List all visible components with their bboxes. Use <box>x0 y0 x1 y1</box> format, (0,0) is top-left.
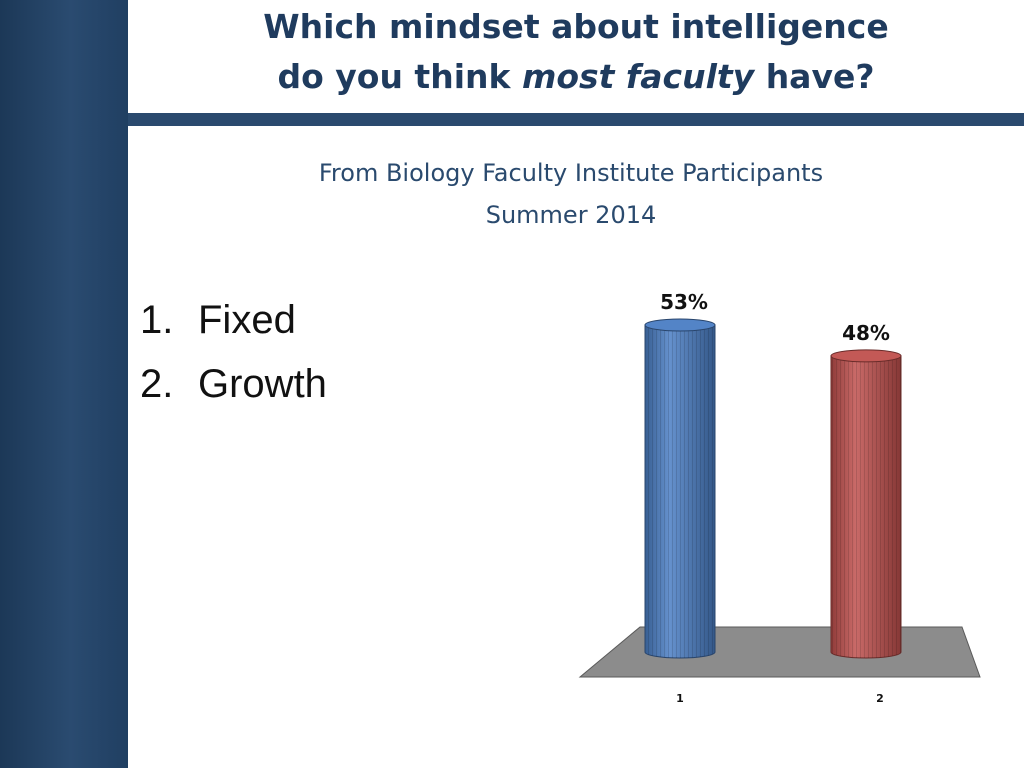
sidebar-band <box>0 0 128 768</box>
data-label: 48% <box>842 321 890 345</box>
subtitle-line-2: Summer 2014 <box>485 201 657 229</box>
bar-stripes <box>831 355 901 658</box>
results-chart: 53% 1 48% 2 <box>578 290 981 705</box>
subtitle-line-1: From Biology Faculty Institute Participa… <box>318 159 824 187</box>
x-tick-label: 2 <box>876 692 884 705</box>
x-tick-label: 1 <box>676 692 684 705</box>
answer-choices: 1. Fixed 2. Growth <box>140 288 327 416</box>
choice-item: 2. Growth <box>140 352 327 416</box>
title-line-2-end: have? <box>754 57 875 96</box>
title-line-1: Which mindset about intelligence <box>263 7 889 46</box>
title-line-2-start: do you think <box>277 57 522 96</box>
slide-subtitle: From Biology Faculty Institute Participa… <box>128 152 1014 236</box>
title-line-2: do you think most faculty have? <box>128 52 1024 102</box>
title-divider <box>128 113 1024 126</box>
bar-2 <box>830 349 902 659</box>
bar-top <box>644 318 716 332</box>
bar-1 <box>644 318 716 659</box>
title-emphasis: most faculty <box>521 57 755 96</box>
data-label: 53% <box>660 290 708 314</box>
slide-title: Which mindset about intelligence do you … <box>128 0 1024 112</box>
bar-top <box>830 349 902 363</box>
choice-label: Growth <box>198 362 327 406</box>
choice-number: 1. <box>140 298 174 342</box>
choice-item: 1. Fixed <box>140 288 327 352</box>
chart-floor <box>578 626 981 678</box>
bar-stripes <box>645 325 715 658</box>
choice-number: 2. <box>140 362 174 406</box>
choice-label: Fixed <box>198 298 296 342</box>
